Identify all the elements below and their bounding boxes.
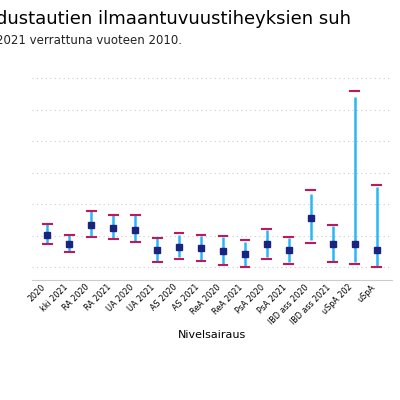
X-axis label: Nivelsairaus: Nivelsairaus [178, 330, 246, 340]
Text: 2021 verrattuna vuoteen 2010.: 2021 verrattuna vuoteen 2010. [0, 34, 182, 47]
Text: dustautien ilmaantuvuustiheyksien suh: dustautien ilmaantuvuustiheyksien suh [0, 10, 351, 28]
